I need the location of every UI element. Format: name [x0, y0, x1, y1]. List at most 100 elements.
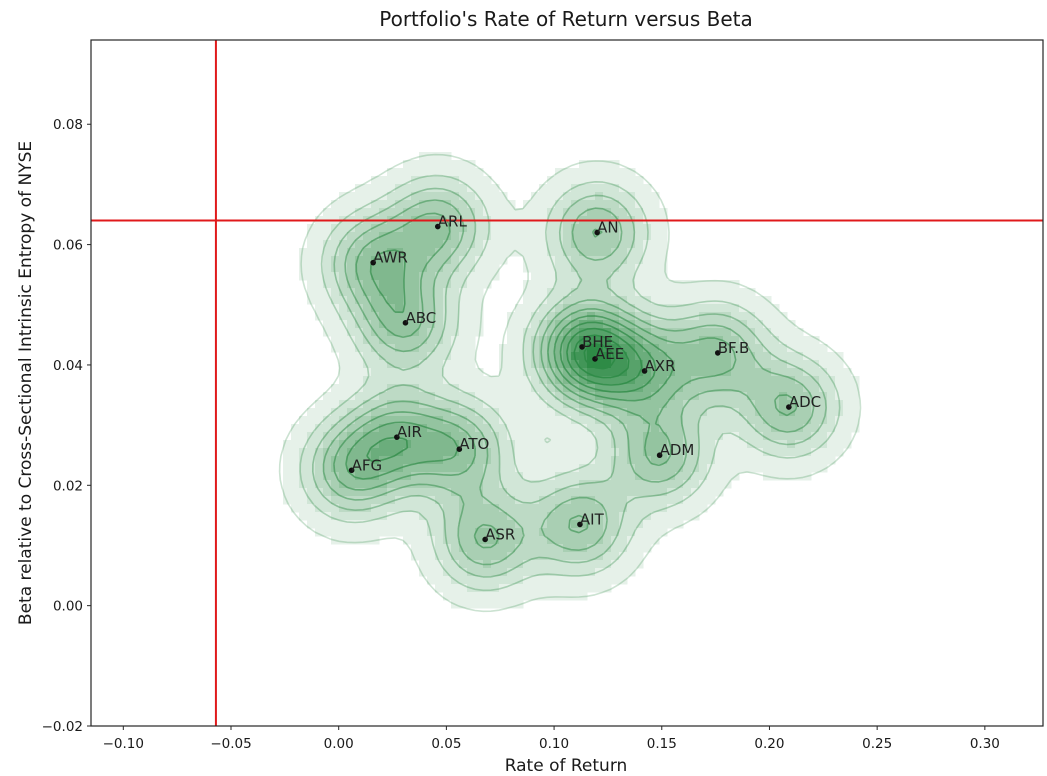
density-cell: [555, 520, 564, 529]
density-cell: [443, 416, 452, 425]
density-cell: [779, 384, 788, 393]
density-cell: [355, 360, 364, 369]
density-cell: [523, 496, 532, 505]
density-cell: [539, 232, 548, 241]
density-cell: [331, 400, 340, 409]
density-cell: [499, 480, 508, 489]
density-cell: [707, 288, 716, 297]
density-cell: [339, 464, 348, 473]
density-cell: [787, 400, 796, 409]
density-cell: [435, 160, 444, 169]
density-cell: [403, 192, 412, 201]
density-cell: [675, 368, 684, 377]
density-cell: [603, 248, 612, 257]
density-cell: [443, 576, 452, 585]
density-cell: [563, 288, 572, 297]
plot-frame: [90, 39, 1044, 727]
density-cell: [811, 432, 820, 441]
density-cell: [387, 336, 396, 345]
density-cell: [627, 248, 636, 257]
density-cell: [579, 376, 588, 385]
density-cell: [595, 544, 604, 553]
density-cell: [411, 320, 420, 329]
density-cell: [459, 256, 468, 265]
density-cell: [403, 304, 412, 313]
density-cell: [347, 376, 356, 385]
density-cell: [587, 400, 596, 409]
density-cell: [451, 176, 460, 185]
density-cell: [795, 416, 804, 425]
density-cell: [699, 440, 708, 449]
density-cell: [739, 328, 748, 337]
density-cell: [515, 568, 524, 577]
density-cell: [803, 352, 812, 361]
density-cell: [835, 416, 844, 425]
density-cell: [635, 560, 644, 569]
density-cell: [427, 304, 436, 313]
density-cell: [587, 264, 596, 273]
density-cell: [507, 584, 516, 593]
density-cell: [715, 360, 724, 369]
density-cell: [347, 192, 356, 201]
density-cell: [459, 400, 468, 409]
density-cell: [723, 344, 732, 353]
density-cell: [355, 432, 364, 441]
density-cell: [523, 384, 532, 393]
density-cell: [459, 584, 468, 593]
density-cell: [491, 248, 500, 257]
density-cell: [483, 176, 492, 185]
density-cell: [443, 320, 452, 329]
density-cell: [635, 480, 644, 489]
density-cell: [307, 288, 316, 297]
density-cell: [731, 368, 740, 377]
density-cell: [507, 392, 516, 401]
density-cell: [587, 512, 596, 521]
density-cell: [579, 472, 588, 481]
density-cell: [411, 544, 420, 553]
density-cell: [411, 296, 420, 305]
density-cell: [675, 304, 684, 313]
density-cell: [643, 488, 652, 497]
density-cell: [715, 472, 724, 481]
density-cell: [595, 384, 604, 393]
density-cell: [347, 504, 356, 513]
density-cell: [811, 464, 820, 473]
density-cell: [747, 416, 756, 425]
density-cell: [323, 320, 332, 329]
density-cell: [483, 264, 492, 273]
density-cell: [571, 288, 580, 297]
density-cell: [715, 376, 724, 385]
density-cell: [299, 496, 308, 505]
density-cell: [611, 552, 620, 561]
density-cell: [459, 232, 468, 241]
density-cell: [611, 560, 620, 569]
density-cell: [635, 184, 644, 193]
density-cell: [755, 352, 764, 361]
density-cell: [427, 168, 436, 177]
density-cell: [467, 544, 476, 553]
density-cell: [427, 248, 436, 257]
density-cell: [699, 424, 708, 433]
density-cell: [795, 440, 804, 449]
density-cell: [627, 368, 636, 377]
density-cell: [363, 288, 372, 297]
density-cell: [755, 448, 764, 457]
density-cell: [323, 440, 332, 449]
density-cell: [355, 408, 364, 417]
density-cell: [635, 520, 644, 529]
density-cell: [619, 536, 628, 545]
density-cell: [403, 248, 412, 257]
density-cell: [499, 392, 508, 401]
density-cell: [395, 208, 404, 217]
density-cell: [731, 432, 740, 441]
density-cell: [803, 416, 812, 425]
density-cell: [395, 264, 404, 273]
density-cell: [763, 392, 772, 401]
density-cell: [451, 280, 460, 289]
density-cell: [843, 368, 852, 377]
density-cell: [475, 416, 484, 425]
density-cell: [531, 320, 540, 329]
density-cell: [555, 328, 564, 337]
density-cell: [427, 296, 436, 305]
density-cell: [699, 472, 708, 481]
